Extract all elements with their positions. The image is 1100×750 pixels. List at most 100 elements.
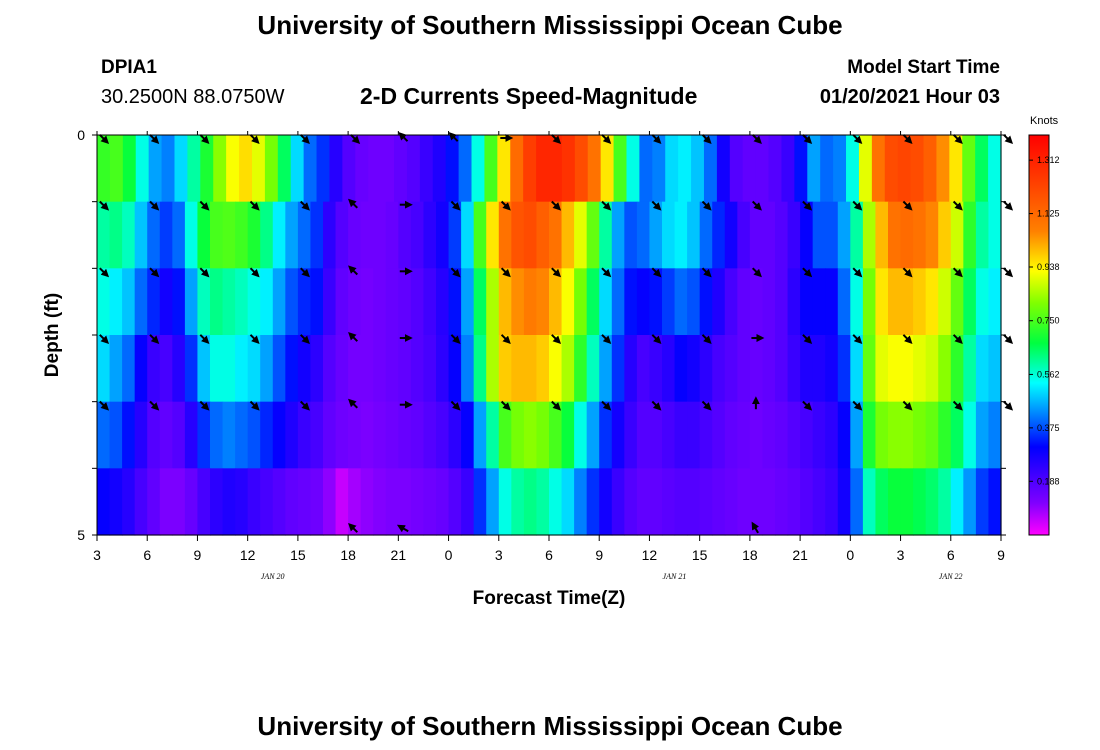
heatmap-cell bbox=[599, 401, 613, 469]
heatmap-cell bbox=[97, 201, 111, 269]
heatmap-cell bbox=[561, 201, 575, 269]
heatmap-cell bbox=[172, 468, 186, 536]
current-arrow bbox=[651, 334, 662, 345]
heatmap-cell bbox=[611, 468, 625, 536]
current-arrow bbox=[348, 198, 359, 209]
heatmap-cell bbox=[586, 335, 600, 403]
heatmap-cell bbox=[649, 201, 663, 269]
heatmap-cell bbox=[385, 401, 399, 469]
heatmap-cell bbox=[699, 401, 713, 469]
heatmap-cell bbox=[858, 135, 873, 203]
current-arrow bbox=[952, 334, 963, 345]
heatmap-cell bbox=[599, 268, 613, 336]
x-axis-label: Forecast Time(Z) bbox=[473, 588, 626, 609]
heatmap-cell bbox=[335, 401, 349, 469]
current-arrow bbox=[751, 134, 762, 145]
heatmap-cell bbox=[385, 335, 399, 403]
heatmap-cell bbox=[355, 135, 369, 203]
heatmap-cell bbox=[260, 401, 274, 469]
heatmap-cell bbox=[846, 135, 860, 203]
current-arrow bbox=[249, 200, 260, 211]
heatmap-cell bbox=[398, 468, 412, 536]
heatmap-cell bbox=[159, 401, 173, 469]
heatmap-cell bbox=[938, 401, 952, 469]
heatmap-cell bbox=[297, 201, 312, 269]
current-arrow bbox=[149, 400, 160, 411]
heatmap-cell bbox=[699, 468, 713, 536]
heatmap-cell bbox=[161, 135, 176, 203]
heatmap-cell bbox=[850, 401, 864, 469]
heatmap-cell bbox=[398, 335, 412, 403]
heatmap-cell bbox=[536, 268, 550, 336]
heatmap-cell bbox=[335, 201, 349, 269]
heatmap-cell bbox=[523, 401, 538, 469]
date-label: JAN 20 bbox=[261, 572, 285, 581]
heatmap-cell bbox=[712, 201, 726, 269]
heatmap-cell bbox=[636, 468, 651, 536]
heatmap-cell bbox=[850, 201, 864, 269]
current-arrow bbox=[701, 200, 712, 211]
heatmap-cell bbox=[611, 268, 625, 336]
heatmap-cell bbox=[949, 135, 963, 203]
current-arrow bbox=[651, 400, 662, 411]
y-tick-label: 5 bbox=[77, 527, 85, 543]
heatmap-cell bbox=[523, 135, 537, 203]
heatmap-cell bbox=[260, 201, 274, 269]
current-arrow bbox=[701, 134, 712, 145]
heatmap-cell bbox=[285, 201, 299, 269]
heatmap-cell bbox=[310, 468, 324, 536]
heatmap-cell bbox=[536, 468, 550, 536]
heatmap-cell bbox=[210, 268, 224, 336]
heatmap-cell bbox=[197, 268, 211, 336]
heatmap-cell bbox=[109, 335, 123, 403]
heatmap-cell bbox=[226, 135, 240, 203]
current-arrow bbox=[299, 267, 310, 278]
footer-title: University of Southern Mississippi Ocean… bbox=[257, 711, 843, 741]
heatmap-cell bbox=[448, 468, 462, 536]
heatmap-cell bbox=[423, 268, 437, 336]
heatmap-cell bbox=[272, 201, 286, 269]
heatmap-cell bbox=[812, 335, 826, 403]
heatmap-cell bbox=[235, 468, 249, 536]
heatmap-cell bbox=[988, 201, 1002, 269]
heatmap-cell bbox=[662, 268, 676, 336]
heatmap-cell bbox=[737, 268, 751, 336]
heatmap-cell bbox=[712, 468, 726, 536]
heatmap-cell bbox=[888, 401, 902, 469]
x-tick-label: 3 bbox=[93, 547, 101, 563]
heatmap-cell bbox=[687, 468, 701, 536]
heatmap-cell bbox=[109, 201, 123, 269]
current-arrow bbox=[99, 134, 110, 145]
current-arrow bbox=[852, 200, 863, 211]
current-arrow bbox=[348, 265, 359, 276]
heatmap-cell bbox=[247, 468, 261, 536]
current-arrow bbox=[751, 521, 760, 534]
current-arrow bbox=[99, 400, 110, 411]
heatmap-cell bbox=[678, 135, 692, 203]
heatmap-cell bbox=[285, 335, 299, 403]
heatmap-cell bbox=[458, 135, 473, 203]
heatmap-cell bbox=[448, 335, 462, 403]
heatmap-cell bbox=[448, 201, 462, 269]
heatmap-cell bbox=[368, 135, 382, 203]
heatmap-cell bbox=[762, 201, 776, 269]
heatmap-cell bbox=[988, 335, 1002, 403]
heatmap-cell bbox=[611, 201, 625, 269]
heatmap-cell bbox=[613, 135, 628, 203]
heatmap-cell bbox=[109, 401, 123, 469]
heatmap-cell bbox=[963, 401, 977, 469]
current-arrow bbox=[199, 267, 210, 278]
heatmap-cell bbox=[875, 201, 889, 269]
heatmap-cell bbox=[988, 401, 1002, 469]
current-arrow bbox=[802, 134, 813, 145]
current-arrow bbox=[651, 134, 662, 145]
heatmap-cell bbox=[871, 135, 886, 203]
heatmap-cell bbox=[285, 468, 299, 536]
heatmap-cell bbox=[461, 335, 475, 403]
current-arrow bbox=[952, 134, 963, 145]
colorbar-tick-label: 0.562 bbox=[1037, 369, 1060, 379]
heatmap-cell bbox=[913, 268, 927, 336]
heatmap-cell bbox=[323, 201, 337, 269]
x-tick-label: 9 bbox=[194, 547, 202, 563]
heatmap-cell bbox=[260, 268, 274, 336]
